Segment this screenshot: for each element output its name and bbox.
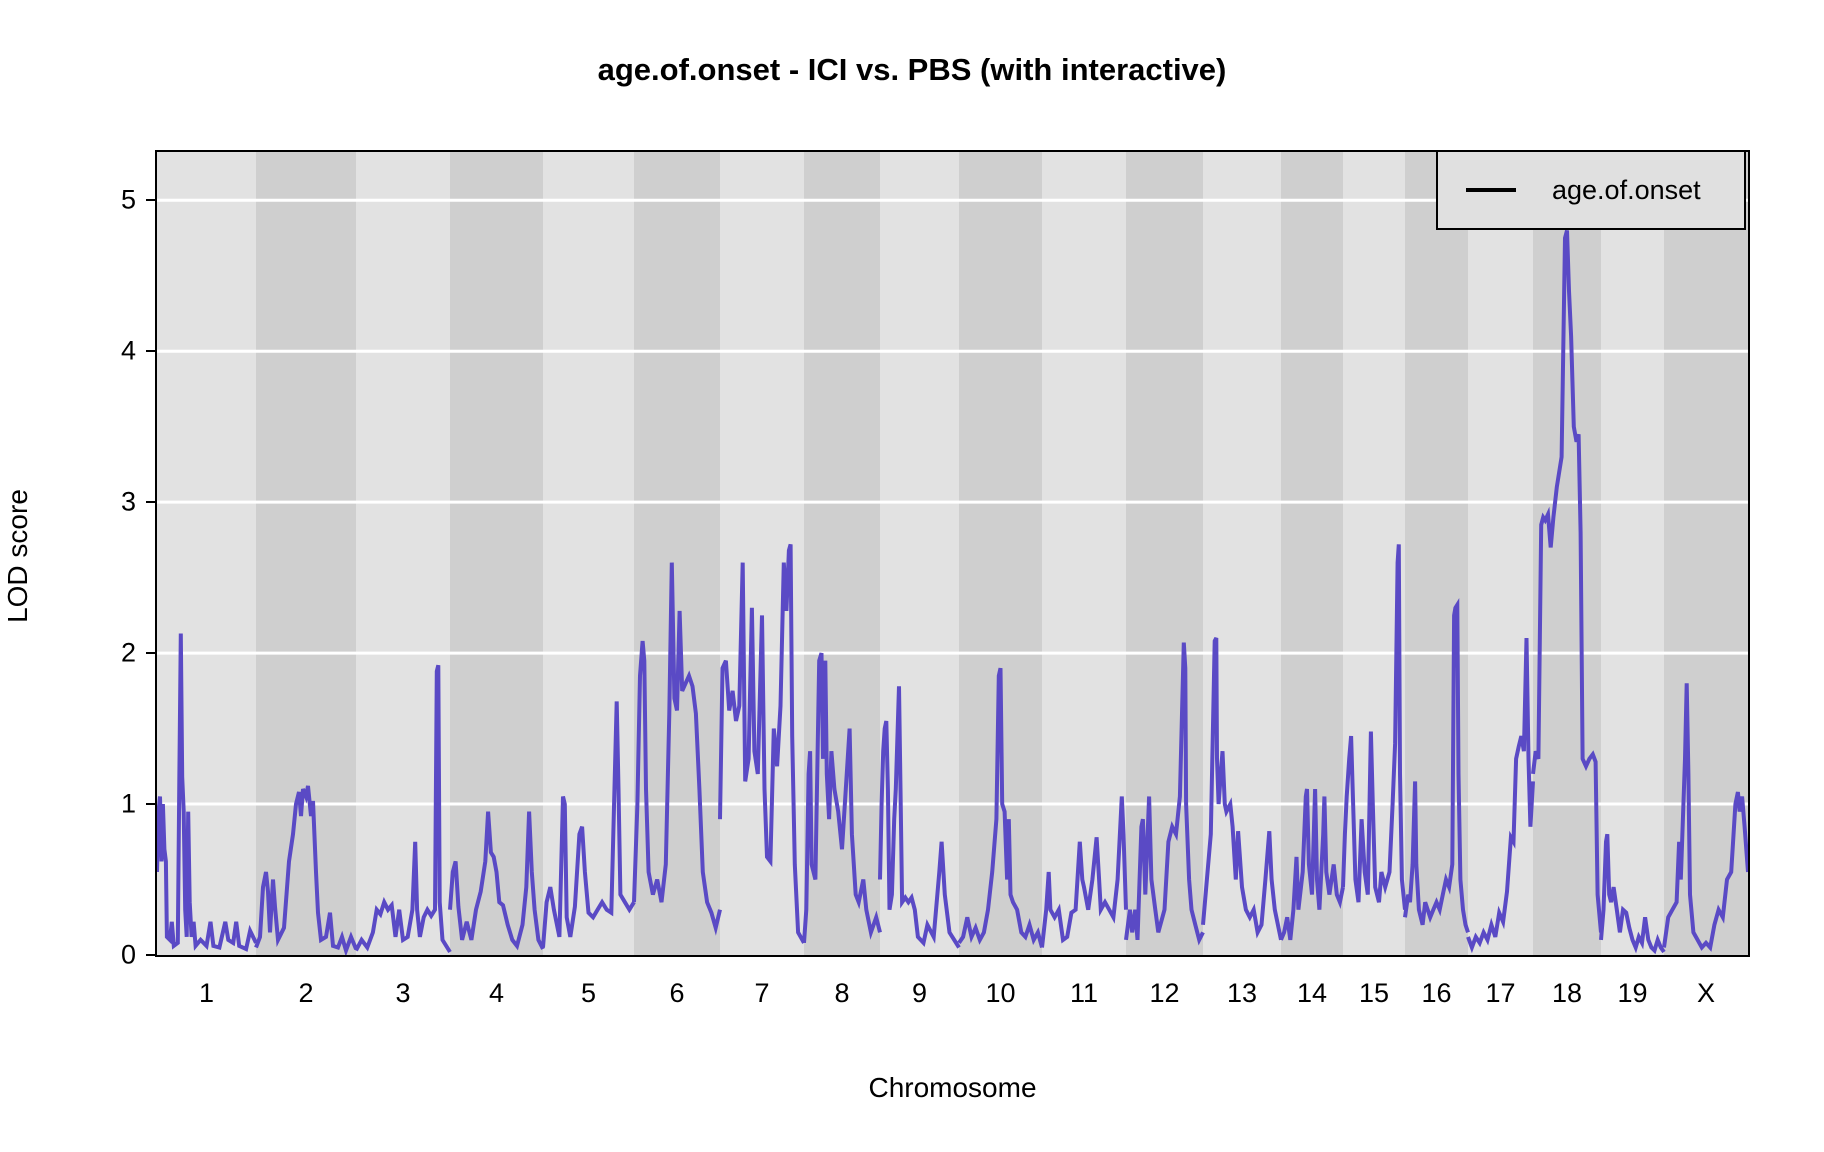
- x-tick-label-chr-19: 19: [1617, 978, 1648, 1008]
- x-tick-label-chr-5: 5: [580, 978, 597, 1008]
- x-tick-label-chr-7: 7: [754, 978, 770, 1008]
- lod-curve-chr-1: [157, 633, 258, 952]
- chromosome-band: [1126, 152, 1203, 955]
- y-tick-mark: [146, 501, 155, 504]
- chromosome-band: [157, 152, 256, 955]
- lod-curve-chr-2: [254, 785, 358, 955]
- y-tick-label: 5: [120, 184, 136, 215]
- y-tick-mark: [146, 652, 155, 655]
- x-tick-label-chr-14: 14: [1296, 978, 1328, 1008]
- chromosome-band: [1601, 152, 1664, 955]
- y-tick-mark: [146, 199, 155, 202]
- x-tick-label-chr-9: 9: [911, 978, 928, 1008]
- x-tick-label-chr-2: 2: [298, 978, 314, 1008]
- lod-curve-chr-16: [1403, 597, 1470, 934]
- y-tick-mark: [146, 803, 155, 806]
- lod-curve-chr-10: [957, 667, 1044, 949]
- x-tick-label-chr-13: 13: [1226, 978, 1258, 1008]
- chart-title: age.of.onset - ICI vs. PBS (with interac…: [597, 52, 1227, 87]
- x-tick-label-chr-3: 3: [395, 978, 411, 1008]
- x-tick-label-chr-X: X: [1696, 978, 1716, 1008]
- lod-curve-chr-15: [1341, 544, 1407, 910]
- lod-curve-chr-X: [1662, 683, 1748, 952]
- chromosome-band: [256, 152, 356, 955]
- x-tick-label-chr-16: 16: [1421, 978, 1452, 1008]
- y-tick-label: 2: [120, 637, 136, 668]
- x-tick-label-chr-1: 1: [198, 978, 215, 1008]
- lod-curve-chr-12: [1124, 642, 1205, 946]
- lod-curve-chr-14: [1279, 788, 1345, 941]
- lod-curve-chr-18: [1531, 229, 1603, 933]
- x-tick-label-chr-4: 4: [488, 978, 505, 1008]
- lod-curve-chr-4: [448, 811, 545, 951]
- legend-label: age.of.onset: [1552, 174, 1701, 205]
- lod-curve-chr-11: [1040, 796, 1128, 948]
- lod-curve-chr-9: [878, 686, 961, 949]
- plot-area: [155, 150, 1750, 957]
- y-axis-label: LOD score: [2, 489, 33, 623]
- x-tick-label-chr-8: 8: [834, 978, 850, 1008]
- y-tick-label: 1: [120, 788, 136, 819]
- y-tick-label: 0: [120, 939, 136, 970]
- chromosome-band: [1042, 152, 1126, 955]
- x-tick-label-chr-10: 10: [985, 978, 1016, 1008]
- chromosome-band: [1203, 152, 1281, 955]
- x-tick-label-chr-15: 15: [1358, 978, 1390, 1008]
- y-tick-mark: [146, 350, 155, 353]
- lod-score-plot: [157, 152, 1748, 955]
- lod-curve-chr-6: [632, 562, 722, 936]
- x-axis-label: Chromosome: [868, 1072, 1037, 1103]
- y-tick-label: 4: [120, 335, 136, 366]
- lod-curve-chr-8: [802, 652, 882, 944]
- x-tick-label-chr-6: 6: [669, 978, 685, 1008]
- lod-curve-chr-13: [1201, 637, 1283, 941]
- legend-line-sample: [1466, 188, 1516, 192]
- x-tick-label-chr-11: 11: [1069, 978, 1099, 1008]
- lod-curve-chr-3: [354, 664, 452, 954]
- x-tick-label-chr-12: 12: [1149, 978, 1180, 1008]
- chromosome-band: [1468, 152, 1533, 955]
- lod-curve-chr-7: [718, 543, 806, 944]
- y-tick-label: 3: [120, 486, 136, 517]
- chromosome-band: [1281, 152, 1343, 955]
- lod-curve-chr-19: [1599, 833, 1666, 955]
- y-tick-mark: [146, 954, 155, 956]
- chromosome-band: [959, 152, 1042, 955]
- lod-curve-chr-17: [1466, 637, 1535, 954]
- x-tick-label-chr-17: 17: [1485, 978, 1516, 1008]
- legend: age.of.onset: [1436, 150, 1746, 230]
- x-tick-label-chr-18: 18: [1551, 978, 1583, 1008]
- lod-curve-chr-5: [541, 701, 636, 948]
